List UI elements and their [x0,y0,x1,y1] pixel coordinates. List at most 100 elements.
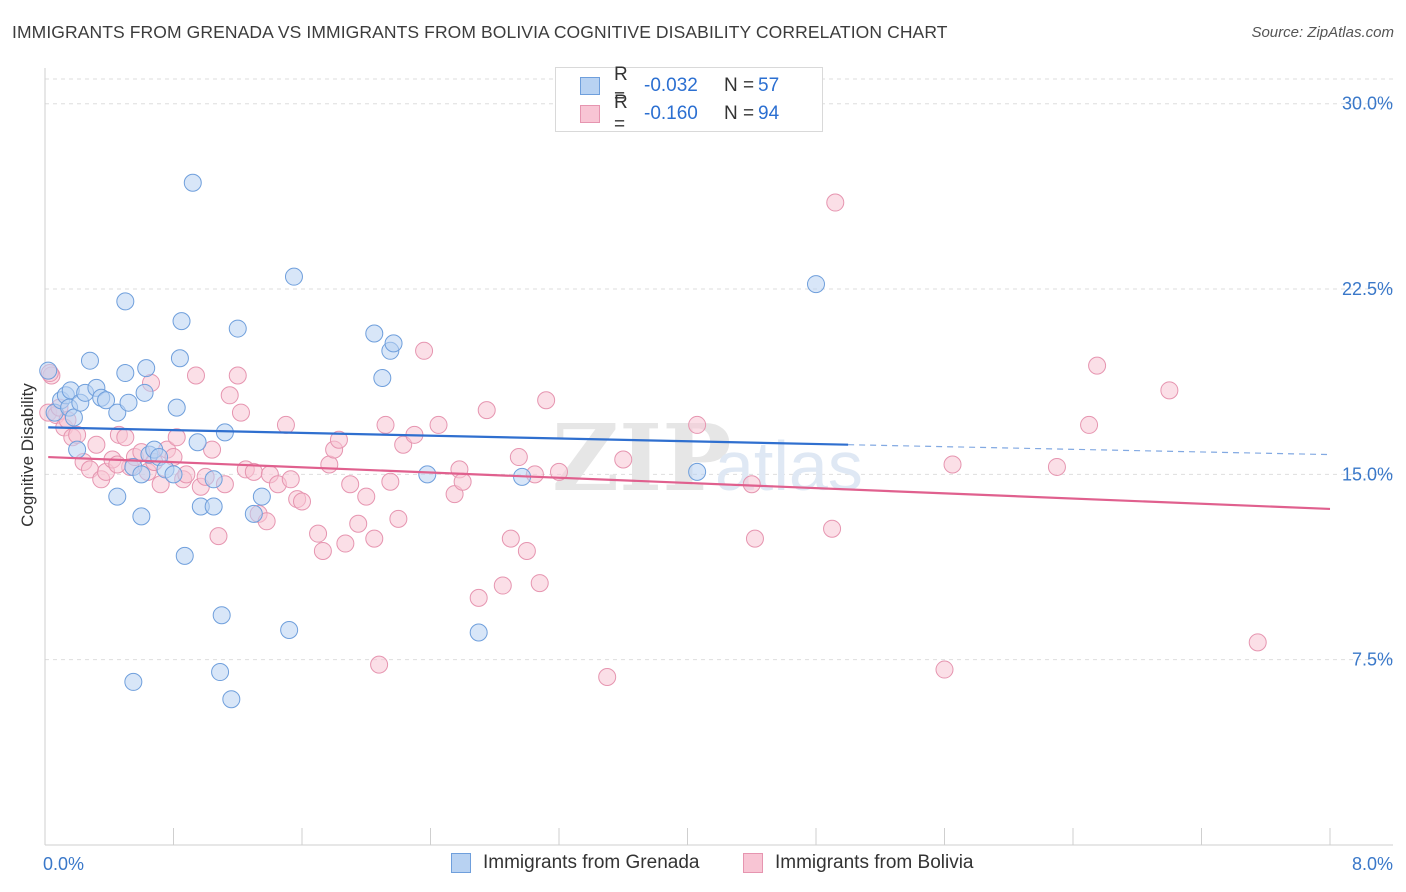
grenada-point [170,349,189,368]
bolivia-point [530,574,549,593]
grenada-point [68,440,87,459]
grenada-point [124,672,143,691]
grenada-point [228,319,247,338]
grenada-point [172,312,191,331]
grenada-point [252,487,271,506]
grenada-point [280,621,299,640]
axes [44,68,1393,846]
bolivia-legend-label: Immigrants from Bolivia [775,852,974,873]
bolivia-point [598,667,617,686]
bolivia-point [231,403,250,422]
n-label: N = [724,103,755,124]
n-label: N = [724,75,755,96]
r-label: R = [614,64,628,107]
grenada-legend-swatch [451,853,471,873]
bolivia-trend-line [48,455,1331,511]
grenada-point [132,507,151,526]
bottom-legend: Immigrants from Grenada Immigrants from … [0,852,1406,878]
bolivia-point [209,527,228,546]
y-axis-label: Cognitive Disability [18,383,37,527]
grenada-point [164,465,183,484]
grid-lines [45,78,1393,661]
x-tick-label: 0.0% [43,854,84,874]
grenada-point [116,364,135,383]
grenada-point [204,470,223,489]
bolivia-point [477,401,496,420]
grenada-n-value: 57 [758,75,780,96]
grenada-point [469,623,488,642]
grenada-point [137,359,156,378]
grenada-point [135,383,154,402]
bolivia-point [415,341,434,360]
bolivia-point [688,415,707,434]
bolivia-point [116,428,135,447]
grenada-r-value: -0.032 [644,75,698,96]
y-tick-label: 7.5% [1352,650,1393,670]
bolivia-point [389,509,408,528]
grenada-trend-line [48,426,849,446]
grenada-point [688,462,707,481]
legend-item-bolivia[interactable]: Immigrants from Bolivia [743,852,974,874]
bolivia-point [453,472,472,491]
bolivia-point [550,462,568,481]
x-tick-label: 8.0% [1352,854,1393,874]
grenada-point [384,334,403,353]
bolivia-swatch [580,105,600,123]
bolivia-point [381,472,400,491]
correlation-legend: R = -0.032 N = 57 R = -0.160 N = 94 [555,64,823,135]
grenada-point [108,487,127,506]
bolivia-point [220,386,239,405]
y-tick-label: 30.0% [1342,94,1393,114]
grenada-legend-label: Immigrants from Grenada [483,852,700,873]
bolivia-point [469,588,488,607]
grenada-point [284,267,303,286]
grenada-point [167,398,186,417]
bolivia-point [614,450,633,469]
grenada-point [64,408,83,427]
grenada-swatch [580,77,600,95]
bolivia-point [823,519,842,538]
chart-title: IMMIGRANTS FROM GRENADA VS IMMIGRANTS FR… [12,22,948,42]
bolivia-point [826,193,845,212]
bolivia-legend-swatch [743,853,763,873]
bolivia-point [87,435,106,454]
bolivia-point [281,470,300,489]
bolivia-point [336,534,355,553]
series-grenada [39,173,825,709]
tick-labels: 7.5% 15.0% 22.5% 30.0% 0.0% 8.0% [43,94,1393,874]
grenada-point [132,465,151,484]
y-tick-label: 15.0% [1342,464,1393,484]
grenada-point [222,690,241,709]
bolivia-point [537,391,556,410]
legend-item-grenada[interactable]: Immigrants from Grenada [451,852,699,874]
bolivia-point [293,492,311,511]
bolivia-point [935,660,954,679]
grenada-point [175,546,194,565]
bolivia-r-value: -0.160 [644,103,698,124]
bolivia-point [1160,381,1179,400]
bolivia-point [365,529,384,548]
bolivia-n-value: 94 [758,103,780,124]
bolivia-point [313,541,332,560]
grenada-point [212,606,231,625]
source-label: Source: ZipAtlas.com [1251,24,1394,41]
legend-row-bolivia: R = -0.160 N = 94 [580,92,780,135]
grenada-point [188,433,207,452]
bolivia-point [501,529,520,548]
bolivia-point [1248,633,1267,652]
bolivia-point [309,524,328,543]
grenada-point [373,368,392,387]
bolivia-point [493,576,512,595]
grenada-point [204,497,223,516]
bolivia-point [167,428,186,447]
bolivia-point [429,415,448,434]
bolivia-point [745,529,764,548]
bolivia-point [276,415,295,434]
watermark-atlas: atlas [715,427,863,505]
series-bolivia [39,193,1267,686]
grenada-point [183,173,202,192]
trend-lines [48,426,1331,511]
bolivia-point [943,455,962,474]
